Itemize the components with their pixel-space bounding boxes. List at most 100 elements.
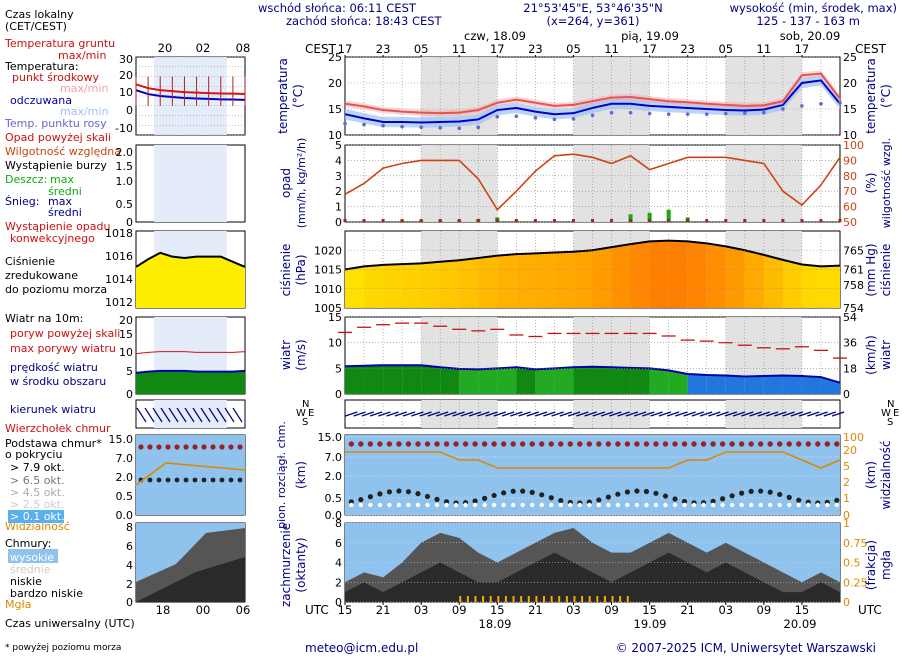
y-tick-press: 1005 [314, 302, 342, 315]
cloud-base-low-marker [558, 502, 563, 508]
wind-area [782, 375, 802, 394]
legend-text: max/min [60, 105, 108, 118]
conv-marker [457, 219, 461, 222]
cloud-top-marker [757, 441, 764, 447]
cloud-top-marker [367, 441, 374, 447]
wind-direction-arrow [782, 411, 795, 417]
cloud-base-marker [358, 497, 364, 503]
cloud-top-marker [348, 441, 355, 447]
dew-point-marker [438, 125, 442, 130]
conv-marker [343, 219, 347, 222]
wind-direction-arrow [411, 411, 424, 417]
hour-tick-cest: 23 [528, 42, 543, 56]
hour-tick-cest: 23 [376, 42, 391, 56]
wind-direction-arrow [633, 411, 647, 417]
wind-area [725, 375, 745, 394]
legend-text: max porywy wiatru [10, 342, 116, 355]
cloud-base-low-marker [530, 502, 535, 508]
pressure-area [516, 253, 536, 308]
legend-text: kierunek wiatru [10, 403, 96, 416]
cloud-top-marker [415, 441, 421, 447]
cloud-base-marker [672, 496, 678, 502]
pressure-area [706, 243, 726, 308]
y-tick-temp-left: 25 [328, 51, 342, 64]
legend-y-tick: 0 [126, 104, 133, 117]
panel-dir [135, 399, 845, 429]
wind-area [630, 367, 650, 394]
axis-rh: wilgotność wzgl. [880, 138, 893, 228]
cloud-base-low-marker [406, 502, 411, 508]
axis-precip: opad [279, 168, 293, 198]
y-tick-kmh: 54 [843, 311, 857, 324]
cloud-base-low-marker [796, 502, 801, 508]
legend-hour-top: 08 [236, 41, 251, 55]
legend-y-tick: 10 [119, 346, 133, 359]
legend-wind-arrow [216, 407, 227, 423]
wind-direction-arrow [798, 411, 812, 417]
fog-bar [459, 596, 462, 602]
wind-area [801, 376, 821, 394]
cloud-top-marker [738, 441, 745, 447]
cloud-top-marker [462, 441, 469, 447]
cloud-base-low-marker [539, 502, 544, 508]
wind-direction-arrow [394, 411, 408, 417]
cloud-base-low-marker [453, 502, 459, 508]
fog-bar [611, 596, 614, 602]
hour-tick-cest: 11 [757, 42, 772, 56]
wind-area [687, 373, 707, 394]
legend-text: > 0.1 okt. [10, 510, 65, 523]
cloud-top-marker [805, 441, 811, 447]
cloud-base-marker [520, 488, 526, 494]
cloud-base-marker [624, 489, 631, 495]
cloud-base-marker [396, 488, 402, 494]
legend-text: (CET/CEST) [5, 20, 67, 33]
hour-tick-cest: 05 [718, 42, 733, 56]
legend-text: > 4.5 okt. [10, 486, 65, 499]
legend-y-tick: 4 [126, 559, 133, 572]
wind-direction-arrow [765, 411, 779, 417]
coordinates-text: 21°53'45"E, 53°46'35"N [523, 1, 662, 15]
y-tick-rh: 50 [843, 216, 857, 229]
dew-point-marker [838, 100, 842, 105]
wind-area [402, 365, 422, 394]
legend-text: Mgła [5, 598, 31, 611]
legend-cloud-top [165, 444, 171, 450]
cloud-base-low-marker [415, 502, 421, 508]
altitude-label: wysokość (min, środek, max) [730, 1, 897, 15]
dew-point-marker [457, 126, 462, 131]
day-label-bottom: 18.09 [479, 617, 512, 631]
legend-cloud-base [156, 477, 162, 483]
cloud-base-marker [491, 492, 497, 499]
cloud-base-marker [605, 494, 611, 500]
cloud-base-low-marker [568, 502, 573, 508]
cloud-base-low-marker [501, 502, 506, 508]
hour-tick-cest: 11 [604, 42, 619, 56]
y-tick-temp-left: 20 [328, 77, 342, 90]
wind-area [573, 366, 593, 394]
dew-point-marker [609, 110, 614, 115]
wind-area [440, 367, 460, 394]
legend-y-tick: 0.0 [116, 509, 134, 522]
legend-felt-line [135, 89, 246, 101]
wind-direction-arrow [345, 411, 358, 417]
fog-bar [558, 596, 561, 602]
cloud-base-marker [510, 488, 516, 494]
cloud-base-low-marker [701, 502, 706, 508]
wind-area [459, 368, 479, 394]
hour-tick-utc: 21 [528, 603, 543, 617]
cloud-base-low-marker [444, 502, 449, 508]
night-shade [573, 400, 650, 428]
wind-direction-arrow [435, 411, 449, 417]
hour-tick-utc: 03 [566, 603, 581, 617]
cloud-base-low-marker [434, 502, 440, 508]
legend-y-tick: 5 [126, 365, 133, 378]
cloud-vlow-area [345, 552, 840, 602]
legend-hour-utc: 18 [156, 603, 171, 617]
cloud-base-marker [662, 493, 669, 499]
legend-cloud-top [138, 444, 144, 450]
wind-direction-arrow [699, 411, 713, 417]
legend-hour-utc: 06 [236, 603, 251, 617]
compass-s: S [302, 417, 308, 428]
y-tick-temp-left: 15 [328, 103, 342, 116]
cloud-base-low-marker [396, 502, 402, 508]
